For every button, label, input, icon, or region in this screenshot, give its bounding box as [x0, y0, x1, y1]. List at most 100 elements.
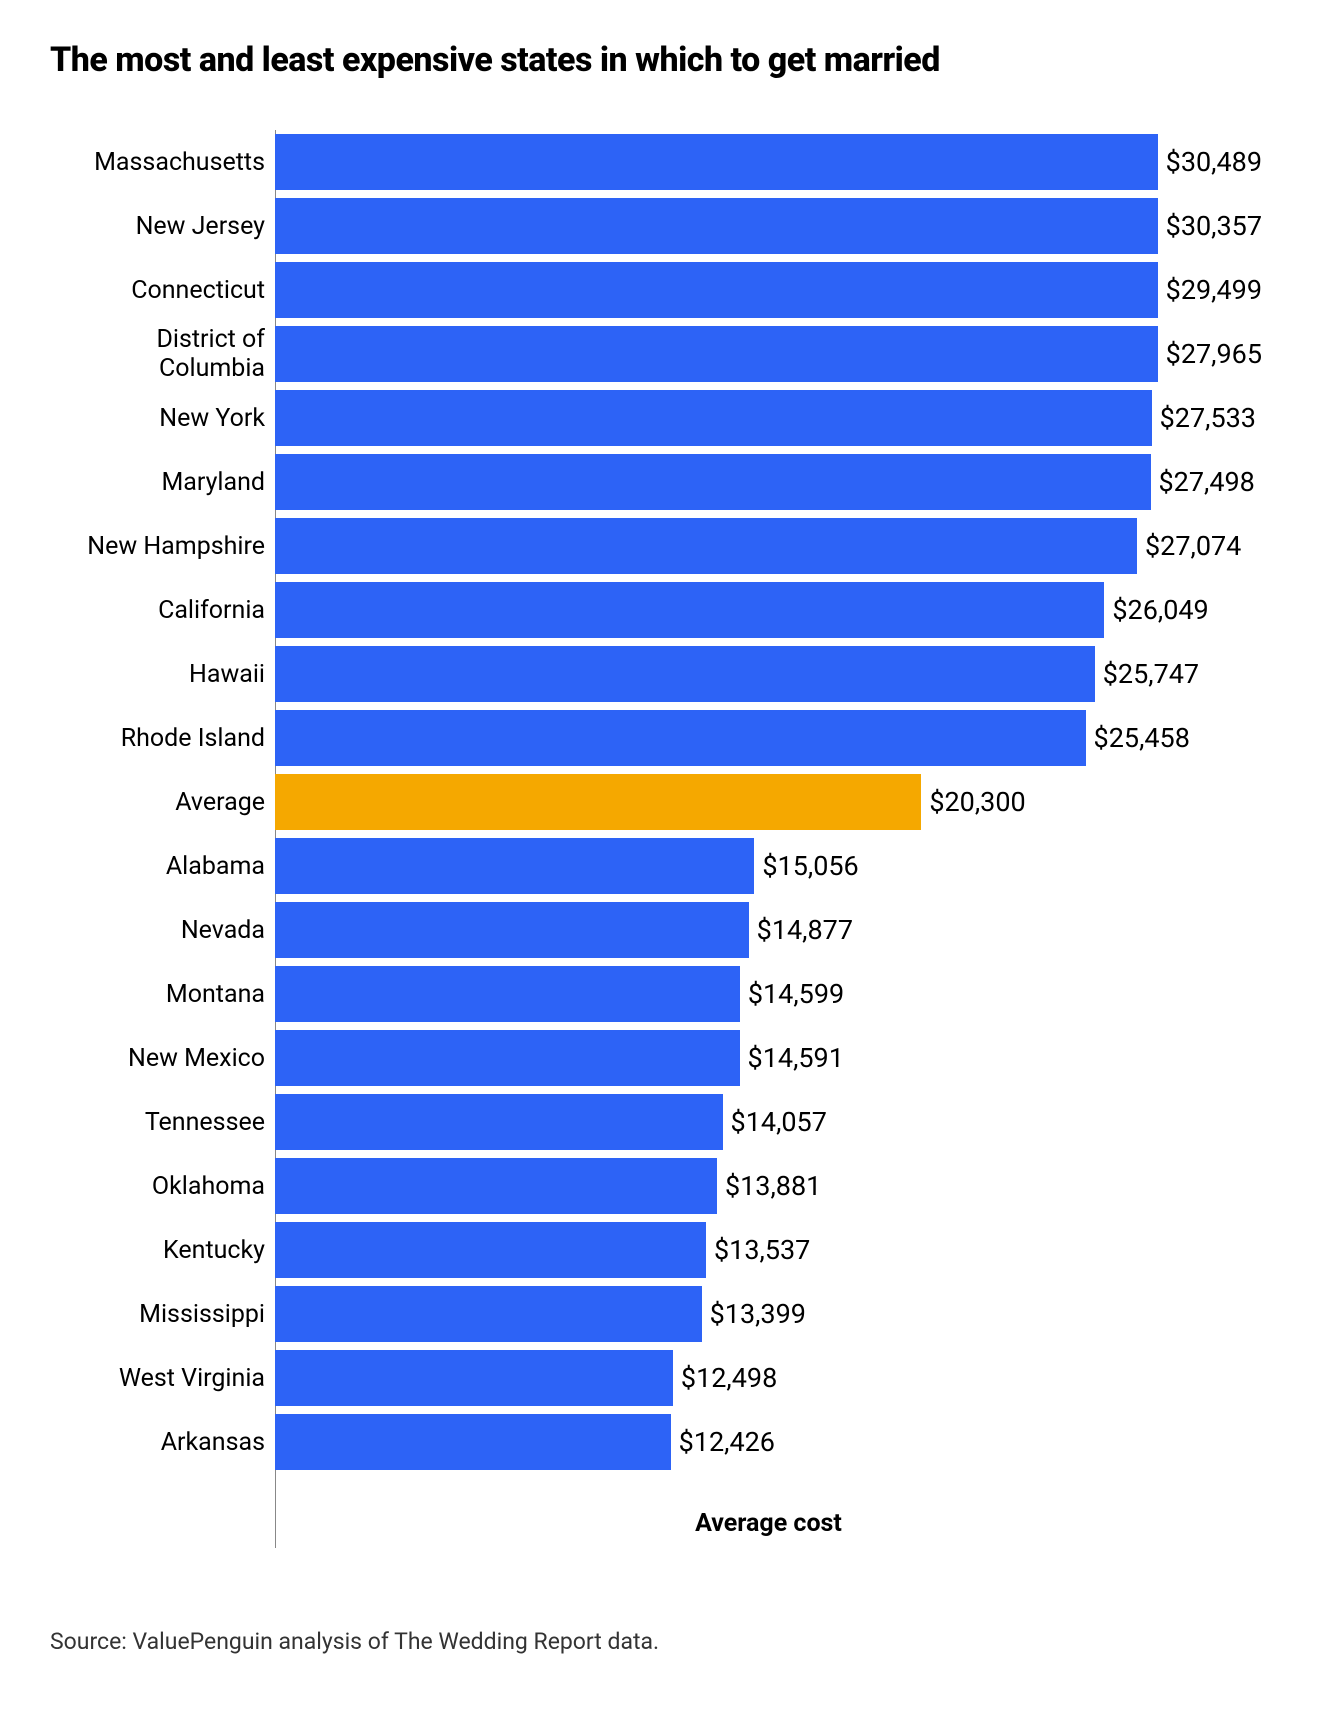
- bar: [275, 582, 1104, 638]
- chart-row: Alabama $15,056: [60, 834, 1262, 898]
- chart-row: New Hampshire $27,074: [60, 514, 1262, 578]
- bar: [275, 262, 1158, 318]
- bar: [275, 1414, 671, 1470]
- bar-track: $27,533: [275, 386, 1262, 450]
- bar-track: $14,877: [275, 898, 1262, 962]
- category-label: Maryland: [60, 468, 275, 497]
- category-label: Arkansas: [60, 1428, 275, 1457]
- chart-row: Mississippi $13,399: [60, 1282, 1262, 1346]
- bar-track: $14,599: [275, 962, 1262, 1026]
- bar-track: $26,049: [275, 578, 1262, 642]
- category-label: Oklahoma: [60, 1172, 275, 1201]
- value-label: $13,537: [714, 1234, 810, 1266]
- value-label: $15,056: [762, 850, 858, 882]
- category-label: Connecticut: [60, 276, 275, 305]
- chart-row: Montana $14,599: [60, 962, 1262, 1026]
- x-axis-title: Average cost: [275, 1509, 1262, 1538]
- bar-track: $27,498: [275, 450, 1262, 514]
- value-label: $27,498: [1159, 466, 1255, 498]
- category-label: Tennessee: [60, 1108, 275, 1137]
- category-label: Mississippi: [60, 1300, 275, 1329]
- value-label: $25,458: [1094, 722, 1190, 754]
- value-label: $20,300: [929, 786, 1025, 818]
- bar-chart: Massachusetts $30,489 New Jersey $30,357 Con…: [60, 130, 1262, 1538]
- bar: [275, 1094, 723, 1150]
- value-label: $25,747: [1103, 658, 1199, 690]
- value-label: $29,499: [1166, 274, 1262, 306]
- chart-row: New Jersey $30,357: [60, 194, 1262, 258]
- chart-row: Oklahoma $13,881: [60, 1154, 1262, 1218]
- category-label: District of Columbia: [60, 325, 275, 383]
- category-label: California: [60, 596, 275, 625]
- value-label: $13,881: [725, 1170, 821, 1202]
- chart-row: Kentucky $13,537: [60, 1218, 1262, 1282]
- value-label: $30,357: [1166, 210, 1262, 242]
- source-text: Source: ValuePenguin analysis of The Wed…: [50, 1628, 1292, 1655]
- bar: [275, 1286, 702, 1342]
- bar-track: $13,881: [275, 1154, 1262, 1218]
- bar: [275, 838, 754, 894]
- chart-row: Arkansas$12,426: [60, 1410, 1262, 1474]
- chart-row: District of Columbia$27,965: [60, 322, 1262, 386]
- chart-row: Rhode Island $25,458: [60, 706, 1262, 770]
- bar-track: $27,965: [275, 322, 1262, 386]
- category-label: New Jersey: [60, 212, 275, 241]
- bar: [275, 1350, 673, 1406]
- chart-rows: Massachusetts $30,489 New Jersey $30,357 Con…: [60, 130, 1262, 1474]
- bar: [275, 966, 740, 1022]
- chart-row: New Mexico $14,591: [60, 1026, 1262, 1090]
- bar: [275, 1222, 706, 1278]
- bar-track: $29,499: [275, 258, 1262, 322]
- chart-row: California $26,049: [60, 578, 1262, 642]
- chart-row: Massachusetts $30,489: [60, 130, 1262, 194]
- chart-row: Tennessee $14,057: [60, 1090, 1262, 1154]
- category-label: Montana: [60, 980, 275, 1009]
- bar: [275, 134, 1158, 190]
- value-label: $14,591: [748, 1042, 844, 1074]
- bar-track: $13,537: [275, 1218, 1262, 1282]
- chart-row: Hawaii $25,747: [60, 642, 1262, 706]
- chart-row: Connecticut $29,499: [60, 258, 1262, 322]
- chart-page: The most and least expensive states in w…: [0, 0, 1342, 1715]
- value-label: $14,057: [731, 1106, 827, 1138]
- category-label: Kentucky: [60, 1236, 275, 1265]
- category-label: Average: [60, 788, 275, 817]
- bar: [275, 198, 1158, 254]
- bar: [275, 774, 921, 830]
- bar: [275, 1030, 740, 1086]
- chart-row: Average $20,300: [60, 770, 1262, 834]
- chart-row: New York $27,533: [60, 386, 1262, 450]
- value-label: $14,599: [748, 978, 844, 1010]
- bar: [275, 518, 1137, 574]
- bar-track: $15,056: [275, 834, 1262, 898]
- category-label: New York: [60, 404, 275, 433]
- category-label: Massachusetts: [60, 148, 275, 177]
- value-label: $14,877: [757, 914, 853, 946]
- chart-title: The most and least expensive states in w…: [50, 40, 1292, 80]
- bar-track: $30,489: [275, 130, 1262, 194]
- bar: [275, 902, 749, 958]
- value-label: $13,399: [710, 1298, 806, 1330]
- category-label: Nevada: [60, 916, 275, 945]
- value-label: $27,074: [1145, 530, 1241, 562]
- bar: [275, 646, 1095, 702]
- value-label: $30,489: [1166, 146, 1262, 178]
- category-label: West Virginia: [60, 1364, 275, 1393]
- bar: [275, 710, 1086, 766]
- bar-track: $25,747: [275, 642, 1262, 706]
- value-label: $26,049: [1112, 594, 1208, 626]
- bar-track: $12,426: [275, 1410, 1262, 1474]
- bar-track: $20,300: [275, 770, 1262, 834]
- bar: [275, 326, 1158, 382]
- value-label: $27,533: [1160, 402, 1256, 434]
- bar: [275, 454, 1151, 510]
- category-label: New Mexico: [60, 1044, 275, 1073]
- category-label: New Hampshire: [60, 532, 275, 561]
- category-label: Rhode Island: [60, 724, 275, 753]
- bar-track: $14,591: [275, 1026, 1262, 1090]
- category-label: Alabama: [60, 852, 275, 881]
- category-label: Hawaii: [60, 660, 275, 689]
- chart-row: West Virginia$12,498: [60, 1346, 1262, 1410]
- chart-row: Maryland $27,498: [60, 450, 1262, 514]
- bar-track: $14,057: [275, 1090, 1262, 1154]
